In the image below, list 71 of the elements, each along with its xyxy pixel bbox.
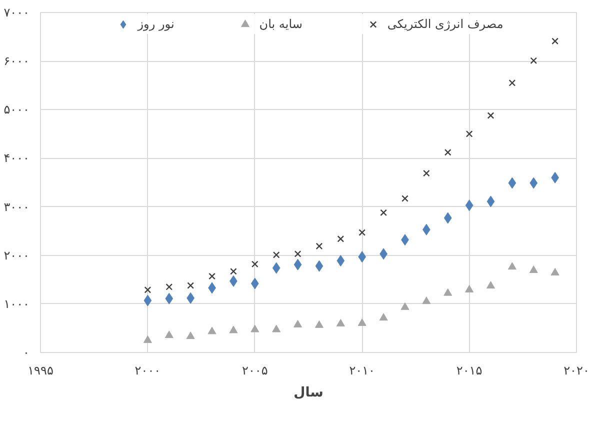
legend-label: سایه بان [259, 17, 302, 31]
y-tick-label: ۳۰۰۰ [4, 200, 30, 214]
y-tick-label: ۱۰۰۰ [4, 296, 30, 311]
point [400, 302, 410, 310]
legend-label: نور روز [138, 17, 174, 31]
point [229, 326, 238, 334]
point [358, 251, 366, 263]
point [444, 288, 452, 296]
point [187, 282, 194, 289]
point [336, 254, 345, 266]
point [250, 324, 260, 332]
point [208, 326, 216, 334]
legend-label: مصرف انرژی الکتریکی [387, 17, 504, 31]
point [530, 177, 538, 189]
point [444, 212, 452, 224]
point [316, 242, 323, 250]
x-axis-title: سال [294, 386, 324, 400]
point [487, 112, 494, 119]
point [294, 258, 302, 270]
y-tick-label: ۰ [23, 346, 30, 360]
point [314, 320, 324, 328]
point [144, 286, 152, 294]
point [250, 278, 259, 290]
x-tick-label: ۲۰۰۵ [242, 364, 268, 378]
point [166, 284, 173, 290]
point [336, 318, 345, 326]
point [358, 318, 366, 326]
point [272, 251, 280, 258]
point [508, 262, 516, 270]
point [294, 250, 302, 258]
y-tick-label: ۲۰۰۰ [4, 248, 30, 262]
point [529, 266, 538, 273]
point [272, 324, 281, 332]
point [208, 272, 216, 280]
x-tick-label: ۲۰۱۵ [456, 364, 482, 378]
y-tick-label: ۵۰۰۰ [4, 102, 30, 117]
point [164, 330, 174, 338]
point [465, 200, 474, 212]
point [186, 332, 195, 340]
point [165, 292, 174, 304]
point [550, 268, 560, 276]
point [552, 38, 558, 45]
point [272, 262, 280, 274]
point [230, 268, 237, 275]
point [358, 229, 366, 236]
point [466, 130, 473, 138]
point [508, 80, 516, 86]
point [465, 284, 474, 292]
x-tick-label: ۲۰۰۰ [134, 364, 161, 378]
point [379, 313, 388, 321]
point [530, 57, 538, 64]
point [294, 320, 302, 328]
point [144, 294, 152, 306]
y-tick-label: ۷۰۰۰ [4, 6, 30, 20]
point [486, 281, 495, 289]
point [337, 235, 344, 242]
point [486, 196, 495, 208]
x-tick-label: ۱۹۹۵ [28, 364, 54, 378]
point [402, 195, 408, 202]
point [315, 260, 324, 272]
x-tick-label: ۲۰۲۰ [564, 364, 590, 378]
y-tick-label: ۶۰۰۰ [4, 54, 30, 68]
y-tick-label: ۴۰۰۰ [4, 151, 30, 166]
point [251, 260, 258, 268]
point [422, 296, 431, 304]
point [444, 148, 452, 156]
x-tick-label: ۲۰۱۰ [349, 364, 375, 378]
point [422, 170, 430, 177]
point [143, 335, 152, 343]
point [380, 209, 387, 216]
point [508, 177, 516, 189]
